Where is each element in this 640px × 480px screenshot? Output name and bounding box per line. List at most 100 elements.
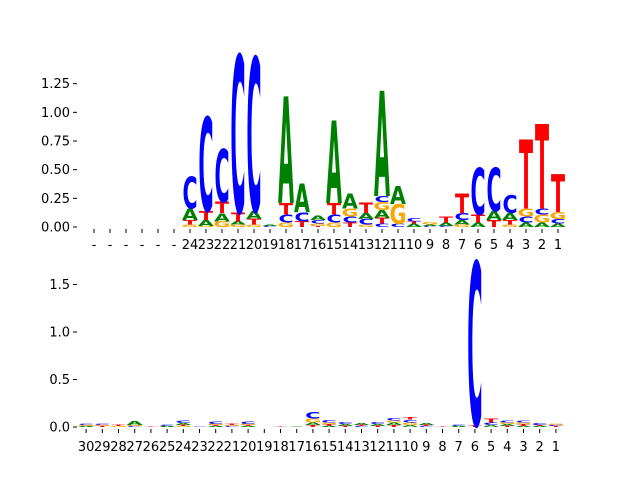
logo-letter-C: C	[240, 421, 255, 426]
logo-letter-C: C	[278, 212, 293, 225]
logo-letter-C: C	[354, 426, 369, 427]
logo-letter-A: A	[208, 426, 225, 427]
logo-letter-T: T	[419, 425, 433, 426]
logo-letter-T: T	[471, 212, 486, 225]
logo-letter-C: C	[182, 169, 197, 220]
logo-letter-T: T	[295, 220, 310, 229]
y-tick-label: 0.75	[41, 135, 70, 150]
logo-letter-C: C	[338, 422, 353, 425]
bottom-logo-panel: 0.00.51.01.530 29 28 27 26 25 24 23 22 21 20 19 18 17…	[49, 218, 564, 478]
logo-letter-G: G	[198, 226, 215, 228]
logo-letter-C: C	[483, 421, 498, 426]
logo-letter-G: G	[326, 221, 343, 228]
logo-letter-A: A	[370, 424, 387, 427]
logo-letter-C: C	[198, 91, 213, 242]
logo-letter-C: C	[370, 422, 385, 425]
logo-letter-C: C	[422, 226, 437, 228]
x-tick-label: 6	[474, 238, 482, 253]
y-tick-label: 1.25	[41, 77, 70, 92]
logo-letter-G: G	[126, 425, 143, 426]
logo-letter-C: C	[310, 219, 325, 225]
x-tick-label: 13	[358, 238, 375, 253]
logo-letter-T: T	[343, 221, 358, 228]
logo-letter-C: C	[192, 426, 207, 427]
logo-letter-A: A	[386, 421, 403, 426]
y-tick-label: 0.5	[49, 373, 70, 388]
logo-letter-T: T	[455, 189, 470, 220]
x-tick-label: 20	[240, 440, 257, 455]
y-tick-label: 1.00	[41, 106, 70, 121]
logo-letter-G: G	[223, 425, 240, 426]
logo-letter-G: G	[214, 220, 231, 229]
logo-letter-T: T	[535, 101, 549, 236]
x-tick-label: 6	[471, 440, 479, 455]
logo-letter-G: G	[515, 422, 532, 425]
x-tick-label: 5	[490, 238, 498, 253]
x-tick-label: 13	[353, 440, 370, 455]
logo-letter-C: C	[438, 226, 453, 228]
logo-letter-G: G	[358, 224, 375, 228]
y-tick-label: 1.0	[49, 326, 70, 341]
logo-letter-C: C	[294, 210, 309, 225]
logo-letter-A: A	[342, 190, 358, 214]
x-tick-label: 22	[207, 440, 224, 455]
logo-letter-A: A	[534, 221, 550, 228]
x-tick-label: 17	[294, 238, 311, 253]
logo-letter-T: T	[279, 201, 294, 219]
logo-letter-T: T	[407, 221, 421, 225]
top-logo-panel: 0.000.250.500.751.001.25- - - - - -24 23 22 21 20…	[41, 14, 567, 265]
logo-letter-T: T	[306, 425, 321, 428]
logo-letter-A: A	[470, 221, 486, 228]
logo-letter-A: A	[240, 426, 257, 427]
logo-letter-A: A	[374, 63, 390, 231]
x-tick-label: 29	[94, 440, 111, 455]
logo-letter-T: T	[371, 426, 385, 427]
logo-letter-C: C	[95, 424, 110, 425]
x-tick-label: 27	[126, 440, 143, 455]
logo-letter-C: C	[246, 17, 261, 262]
logo-letter-T: T	[468, 425, 483, 428]
x-tick-label: 5	[487, 440, 495, 455]
logo-letter-C: C	[208, 421, 223, 426]
logo-letter-C: C	[326, 212, 341, 225]
logo-letter-C: C	[550, 218, 565, 225]
logo-letter-A: A	[502, 211, 519, 222]
logo-letter-G: G	[454, 224, 471, 228]
logo-letter-A: A	[127, 420, 143, 426]
logo-letter-T: T	[519, 123, 533, 232]
x-tick-label: 24	[175, 440, 192, 455]
x-tick-label: 14	[342, 238, 359, 253]
x-tick-label: 10	[402, 440, 419, 455]
logo-letter-A: A	[486, 209, 503, 224]
x-tick-label: 28	[110, 440, 127, 455]
logo-letter-C: C	[214, 135, 229, 219]
logo-letter-A: A	[175, 423, 192, 426]
logo-letter-T: T	[322, 424, 337, 427]
logo-letter-T: T	[311, 226, 325, 228]
x-tick-label: 30	[78, 440, 95, 455]
x-tick-label: 3	[519, 440, 527, 455]
logo-letter-A: A	[246, 209, 262, 222]
logo-letter-A: A	[406, 223, 423, 229]
logo-letter-T: T	[247, 218, 262, 227]
x-tick-label: 9	[422, 440, 430, 455]
logo-letter-A: A	[214, 211, 230, 224]
logo-letter-T: T	[484, 417, 499, 423]
x-tick-label: 18	[278, 238, 295, 253]
logo-letter-T: T	[354, 425, 368, 426]
logo-letter-T: T	[327, 201, 342, 219]
logo-letter-G: G	[502, 224, 519, 228]
logo-letter-A: A	[390, 182, 406, 210]
y-tick-label: 0.00	[41, 221, 70, 236]
x-tick-label: 19	[256, 440, 273, 455]
x-tick-label: 20	[246, 238, 263, 253]
logo-letter-A: A	[321, 426, 338, 427]
logo-letter-T: T	[500, 426, 514, 427]
logo-letter-A: A	[326, 100, 342, 231]
logo-letter-C: C	[342, 215, 357, 224]
logo-letter-A: A	[353, 423, 370, 426]
logo-letter-C: C	[321, 419, 336, 424]
logo-letter-C: C	[454, 211, 469, 222]
logo-letter-G: G	[390, 199, 407, 230]
